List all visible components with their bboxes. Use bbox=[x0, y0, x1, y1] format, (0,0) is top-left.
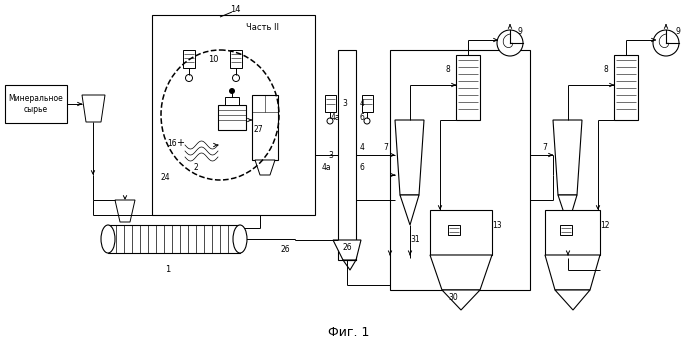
Polygon shape bbox=[395, 120, 424, 195]
Bar bbox=[390, 50, 530, 290]
Bar bbox=[614, 55, 638, 120]
Bar bbox=[252, 95, 278, 160]
Text: 13: 13 bbox=[492, 221, 502, 229]
Text: 9: 9 bbox=[675, 27, 680, 36]
Polygon shape bbox=[333, 240, 361, 260]
Bar bbox=[448, 225, 460, 235]
Polygon shape bbox=[82, 95, 105, 122]
Polygon shape bbox=[115, 200, 135, 222]
Bar bbox=[362, 95, 373, 112]
Text: 30: 30 bbox=[448, 294, 458, 303]
Text: 6: 6 bbox=[360, 164, 365, 173]
Bar bbox=[108, 225, 240, 253]
Bar bbox=[5, 85, 67, 123]
Text: 2: 2 bbox=[194, 164, 199, 173]
Text: 8: 8 bbox=[603, 66, 608, 74]
Text: 1: 1 bbox=[166, 265, 171, 274]
Bar bbox=[183, 50, 195, 68]
Text: 16: 16 bbox=[167, 139, 177, 147]
Text: Часть II: Часть II bbox=[247, 23, 280, 32]
Text: 4a: 4a bbox=[322, 164, 331, 173]
Circle shape bbox=[497, 30, 523, 56]
Text: 8: 8 bbox=[445, 66, 450, 74]
Text: Фиг. 1: Фиг. 1 bbox=[329, 326, 370, 339]
Text: Минеральное
сырье: Минеральное сырье bbox=[8, 94, 64, 114]
Text: 31: 31 bbox=[410, 236, 420, 245]
Bar bbox=[225, 97, 239, 105]
Text: 10: 10 bbox=[208, 56, 218, 64]
Circle shape bbox=[653, 30, 679, 56]
Text: 7: 7 bbox=[542, 143, 547, 153]
Polygon shape bbox=[442, 290, 480, 310]
Bar bbox=[545, 210, 600, 255]
Bar bbox=[230, 50, 242, 68]
Ellipse shape bbox=[101, 225, 115, 253]
Bar bbox=[430, 210, 492, 255]
Bar bbox=[218, 105, 246, 130]
Bar bbox=[152, 15, 315, 215]
Text: 4: 4 bbox=[360, 98, 365, 107]
Text: 7: 7 bbox=[383, 143, 388, 153]
Text: 27: 27 bbox=[253, 126, 263, 134]
Text: 4: 4 bbox=[360, 143, 365, 153]
Polygon shape bbox=[255, 160, 275, 175]
Text: 24: 24 bbox=[160, 174, 170, 182]
Polygon shape bbox=[558, 195, 577, 225]
Text: 6: 6 bbox=[360, 114, 365, 122]
Text: 3: 3 bbox=[328, 151, 333, 159]
Text: 4a: 4a bbox=[331, 114, 340, 122]
Polygon shape bbox=[545, 255, 600, 290]
Text: 12: 12 bbox=[600, 221, 610, 229]
Polygon shape bbox=[400, 195, 419, 225]
Text: 26: 26 bbox=[343, 244, 352, 252]
Polygon shape bbox=[553, 120, 582, 195]
Bar bbox=[560, 225, 572, 235]
Bar bbox=[456, 55, 480, 120]
Bar bbox=[338, 50, 356, 260]
Text: 14: 14 bbox=[230, 5, 240, 14]
Bar bbox=[325, 95, 336, 112]
Polygon shape bbox=[430, 255, 492, 290]
Ellipse shape bbox=[233, 225, 247, 253]
Polygon shape bbox=[555, 290, 590, 310]
Text: 26: 26 bbox=[280, 246, 290, 255]
Text: 9: 9 bbox=[517, 27, 522, 36]
Circle shape bbox=[229, 88, 235, 94]
Text: +: + bbox=[176, 138, 184, 148]
Text: 3: 3 bbox=[342, 98, 347, 107]
